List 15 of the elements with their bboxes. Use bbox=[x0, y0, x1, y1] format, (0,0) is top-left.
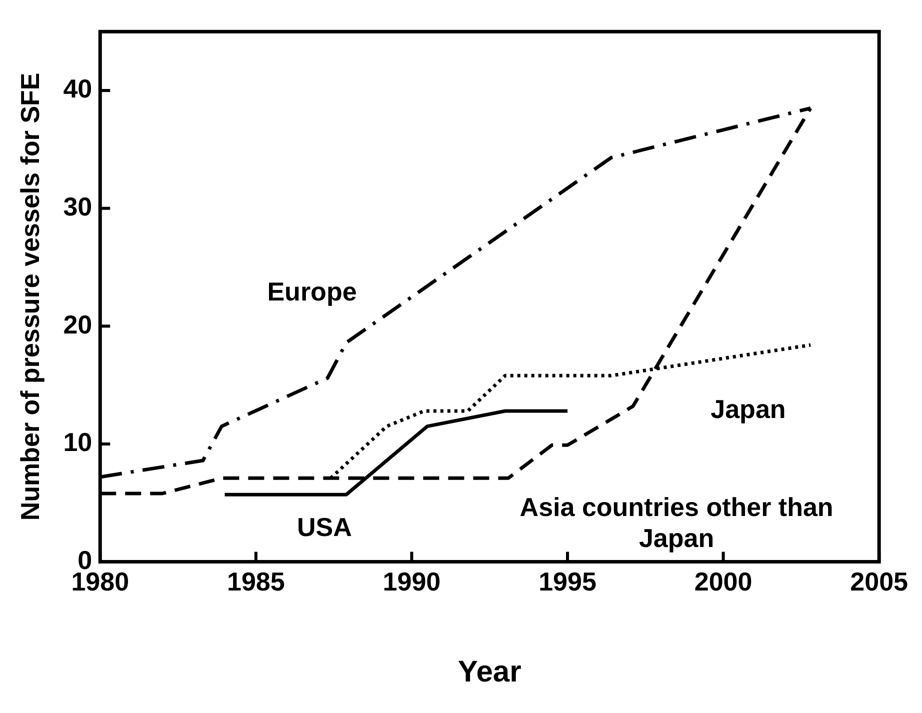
x-tick-label: 2000 bbox=[694, 566, 752, 597]
series-label: Europe bbox=[267, 276, 357, 306]
y-tick-label: 40 bbox=[63, 74, 92, 104]
x-tick-label: 1985 bbox=[226, 566, 285, 597]
y-tick-label: 30 bbox=[63, 192, 92, 222]
y-axis-title: Number of pressure vessels for SFE bbox=[14, 72, 45, 521]
series-label: Asia countries other than Japan bbox=[520, 492, 834, 553]
series-label: USA bbox=[297, 512, 352, 542]
y-tick-label: 20 bbox=[63, 309, 92, 340]
y-tick-label: 10 bbox=[63, 427, 92, 458]
x-tick-label: 1990 bbox=[382, 566, 441, 597]
series-label: Japan bbox=[710, 394, 786, 424]
x-axis-title: Year bbox=[458, 655, 522, 688]
x-tick-label: 2005 bbox=[850, 566, 908, 597]
x-tick-label: 1995 bbox=[538, 566, 596, 597]
